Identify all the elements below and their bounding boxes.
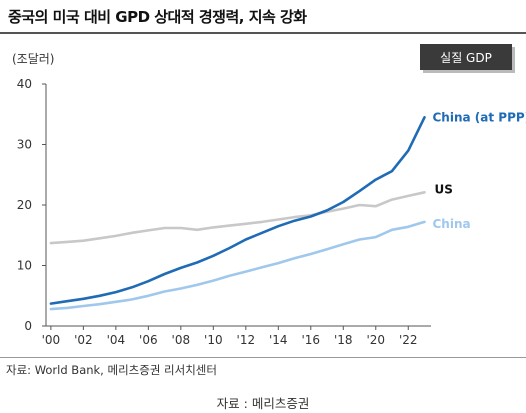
bottom-caption: 자료 : 메리츠증권 [216,396,310,411]
x-tick-label: '00 [42,333,61,347]
y-tick-label: 0 [24,319,32,333]
x-axis: '00 '02 '04 '06 '08 '10 '12 '14 '16 '18 '20 '22 [42,325,431,347]
x-tick-label: '12 [237,333,256,347]
x-tick-label: '20 [366,333,385,347]
series-label: China (at PPP) [433,110,526,124]
series-line-china-at-ppp [49,116,426,305]
x-tick-label: '16 [301,333,320,347]
series-label: China [433,217,471,231]
y-tick-label: 20 [17,198,32,212]
x-tick-label: '14 [269,333,288,347]
y-tick-label: 10 [17,259,32,273]
series-labels: China (at PPP) US China [433,110,526,231]
series-label: US [435,182,453,196]
x-tick-label: '18 [334,333,353,347]
chart-title: 중국의 미국 대비 GPD 상대적 경쟁력, 지속 강화 [8,8,307,26]
x-tick-label: '04 [107,333,126,347]
series-line-us [49,191,426,245]
series-line-china [49,220,426,311]
y-axis: 0 10 20 30 40 [17,77,47,333]
source-note: 자료: World Bank, 메리츠증권 리서치센터 [6,363,217,377]
y-tick-label: 30 [17,138,32,152]
x-tick-label: '08 [172,333,191,347]
source-rule [0,357,526,358]
real-gdp-badge: 실질 GDP [420,44,512,70]
title-rule [0,32,526,34]
y-unit-label: (조달러) [12,52,55,66]
x-tick-label: '02 [74,333,93,347]
y-tick-label: 40 [17,77,32,91]
x-tick-label: '06 [139,333,158,347]
series-lines [49,116,426,311]
x-tick-label: '22 [399,333,418,347]
x-tick-label: '10 [204,333,223,347]
